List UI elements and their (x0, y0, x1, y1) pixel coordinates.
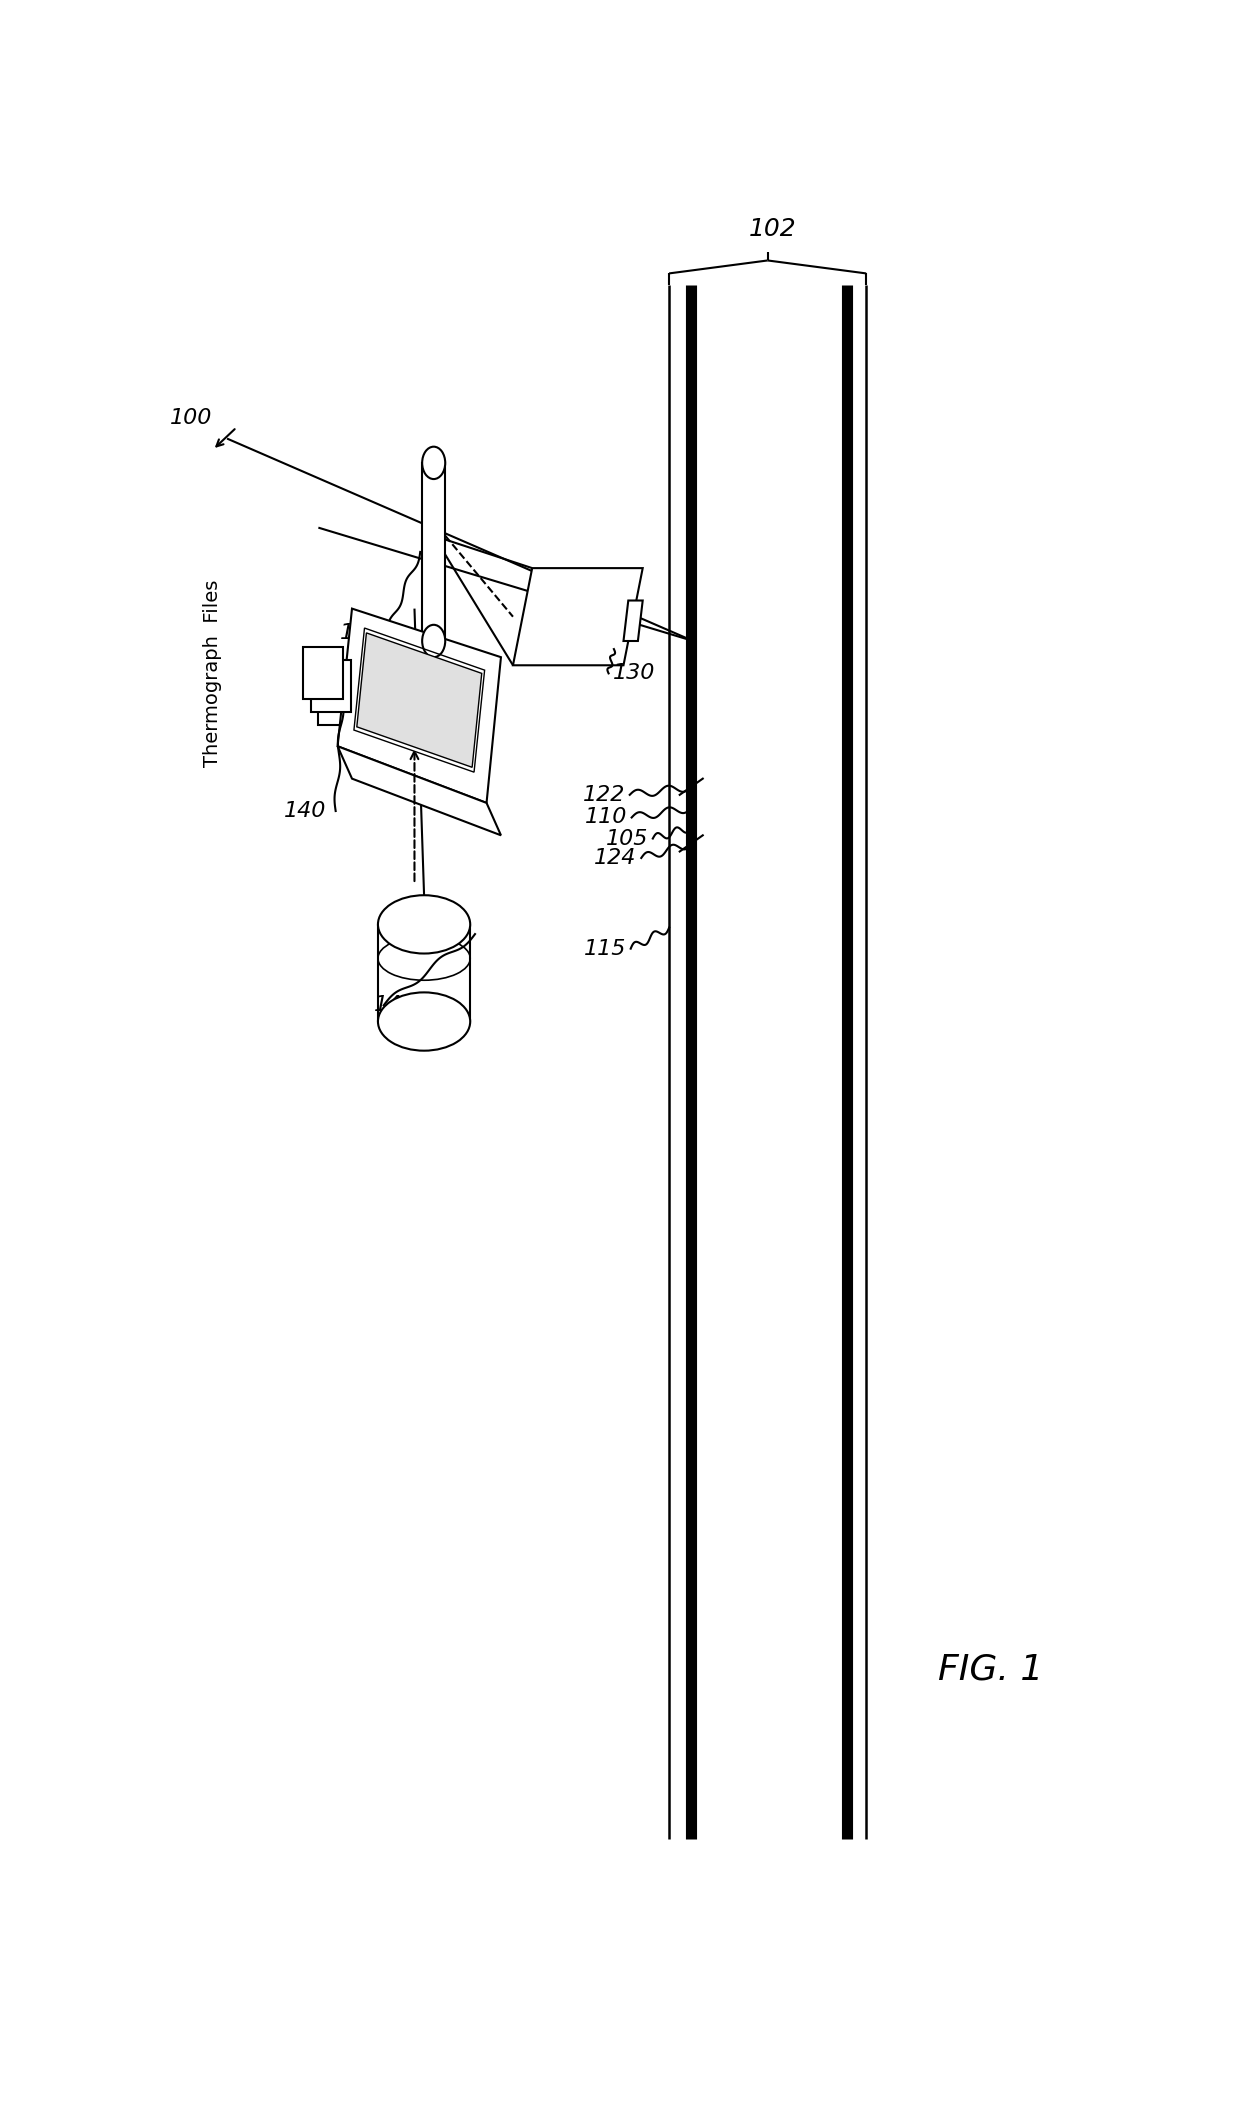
Polygon shape (337, 608, 501, 803)
Ellipse shape (422, 625, 445, 656)
Text: 110: 110 (584, 808, 627, 826)
Text: Thermograph  Files: Thermograph Files (203, 580, 222, 768)
Text: 115: 115 (584, 938, 626, 959)
Ellipse shape (378, 993, 470, 1052)
Polygon shape (357, 633, 481, 768)
Polygon shape (311, 660, 351, 713)
Text: 100: 100 (170, 408, 213, 427)
Polygon shape (513, 568, 642, 665)
Text: 105: 105 (605, 829, 649, 848)
Text: 145: 145 (374, 995, 417, 1016)
Polygon shape (303, 648, 343, 700)
Polygon shape (337, 747, 501, 835)
Text: 130: 130 (614, 662, 656, 683)
Polygon shape (319, 673, 358, 726)
Text: 124: 124 (594, 848, 636, 869)
Ellipse shape (378, 896, 470, 953)
Polygon shape (422, 463, 445, 641)
Text: FIG. 1: FIG. 1 (939, 1653, 1044, 1687)
Text: 135: 135 (340, 622, 382, 644)
Ellipse shape (422, 446, 445, 479)
Polygon shape (624, 601, 642, 641)
Text: 140: 140 (284, 801, 326, 820)
Text: 102: 102 (749, 217, 796, 242)
Text: 122: 122 (583, 784, 625, 805)
Text: 137: 137 (368, 656, 410, 675)
